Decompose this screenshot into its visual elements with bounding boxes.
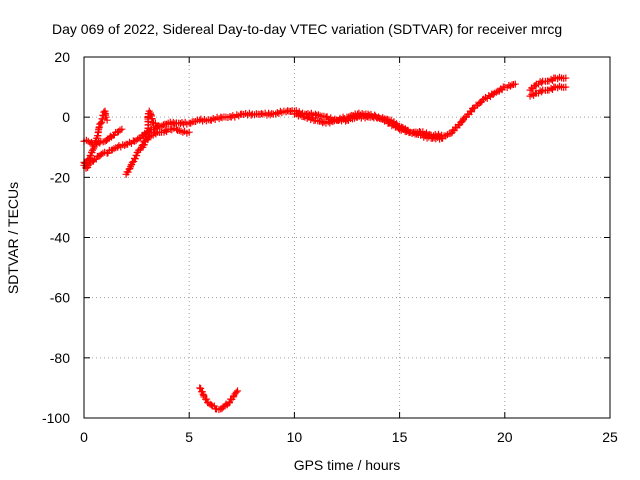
data-point-marker <box>103 116 111 124</box>
tick-layer: 0 5 10 15 20 25 -100 -80 -60 -40 -20 0 20 <box>42 49 618 445</box>
y-tick-label: -60 <box>50 290 70 306</box>
data-point-marker <box>118 125 126 133</box>
data-point-marker <box>329 118 337 126</box>
x-tick-label: 25 <box>602 429 618 445</box>
plot-frame <box>83 56 611 419</box>
data-point-marker <box>84 155 92 163</box>
x-tick-label: 15 <box>392 429 408 445</box>
data-point-marker <box>234 387 242 395</box>
data-point-marker <box>562 74 570 82</box>
y-tick-label: -40 <box>50 230 70 246</box>
y-tick-label: -20 <box>50 169 70 185</box>
x-tick-label: 0 <box>80 429 88 445</box>
data-point-marker <box>131 155 139 163</box>
data-series <box>290 109 446 140</box>
data-point-marker <box>447 130 455 138</box>
data-point-marker <box>185 128 193 136</box>
y-tick-label: 20 <box>54 49 70 65</box>
data-point-marker <box>492 88 500 96</box>
data-series <box>196 384 242 414</box>
data-point-marker <box>179 128 187 136</box>
data-series <box>80 125 126 148</box>
data-series <box>139 107 166 151</box>
data-point-marker <box>354 110 362 118</box>
data-point-marker <box>100 108 108 116</box>
x-tick-label: 10 <box>287 429 303 445</box>
data-point-marker <box>106 132 114 140</box>
data-point-marker <box>187 119 195 127</box>
y-tick-label: -100 <box>42 410 70 426</box>
data-point-marker <box>562 83 570 91</box>
data-point-marker <box>166 125 174 133</box>
data-series <box>526 82 570 100</box>
data-point-marker <box>222 400 230 408</box>
data-point-marker <box>506 82 514 90</box>
data-point-marker <box>97 119 105 127</box>
data-point-marker <box>102 113 110 121</box>
x-tick-label: 5 <box>185 429 193 445</box>
data-point-marker <box>128 158 136 166</box>
data-point-marker <box>345 113 353 121</box>
data-point-marker <box>438 131 446 139</box>
data-layer <box>80 73 570 414</box>
data-point-marker <box>134 135 142 143</box>
data-point-marker <box>121 141 129 149</box>
data-series <box>122 124 193 178</box>
data-point-marker <box>266 111 274 119</box>
data-point-marker <box>511 80 519 88</box>
y-axis-label: SDTVAR / TECUs <box>5 182 21 294</box>
data-point-marker <box>467 108 475 116</box>
data-point-marker <box>197 384 205 392</box>
data-point-marker <box>203 395 211 403</box>
data-point-marker <box>232 388 240 396</box>
data-point-marker <box>143 128 151 136</box>
data-point-marker <box>158 122 166 130</box>
data-point-marker <box>528 90 536 98</box>
chart-title: Day 069 of 2022, Sidereal Day-to-day VTE… <box>52 21 562 37</box>
data-point-marker <box>538 88 546 96</box>
y-tick-label: -80 <box>50 350 70 366</box>
x-tick-label: 20 <box>497 429 513 445</box>
data-series <box>80 80 519 172</box>
grid-layer <box>84 57 610 418</box>
y-tick-label: 0 <box>62 109 70 125</box>
data-point-marker <box>538 79 546 87</box>
data-series <box>526 73 570 94</box>
x-axis-label: GPS time / hours <box>294 457 401 473</box>
